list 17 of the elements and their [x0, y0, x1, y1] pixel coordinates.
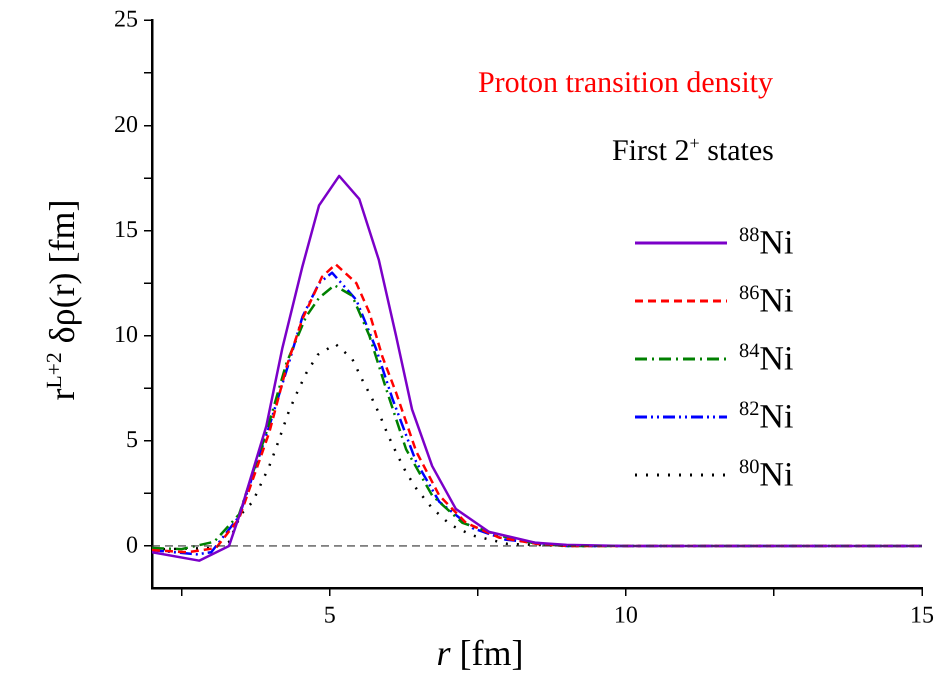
legend-label: $^{82}$Ni [739, 398, 794, 436]
x-tick-label: 10 [614, 602, 638, 629]
x-axis-title: r [fm] [436, 632, 524, 674]
x-tick-label: 15 [910, 602, 934, 629]
y-tick-label: 25 [114, 6, 138, 33]
y-tick-label: 0 [126, 532, 138, 558]
legend-label: $^{88}$Ni [739, 224, 794, 262]
legend-label: $^{86}$Ni [739, 282, 794, 320]
y-tick-label: 10 [114, 322, 138, 348]
legend-label: $^{84}$Ni [739, 340, 794, 378]
y-tick-label: 20 [114, 112, 138, 138]
legend-label: $^{80}$Ni [739, 456, 794, 494]
annotation: Proton transition density [478, 66, 773, 100]
annotation: First 2$^{+}$ states [612, 133, 774, 168]
y-tick-label: 5 [126, 427, 138, 454]
y-tick-label: 15 [114, 216, 138, 243]
x-tick-label: 5 [324, 602, 336, 629]
